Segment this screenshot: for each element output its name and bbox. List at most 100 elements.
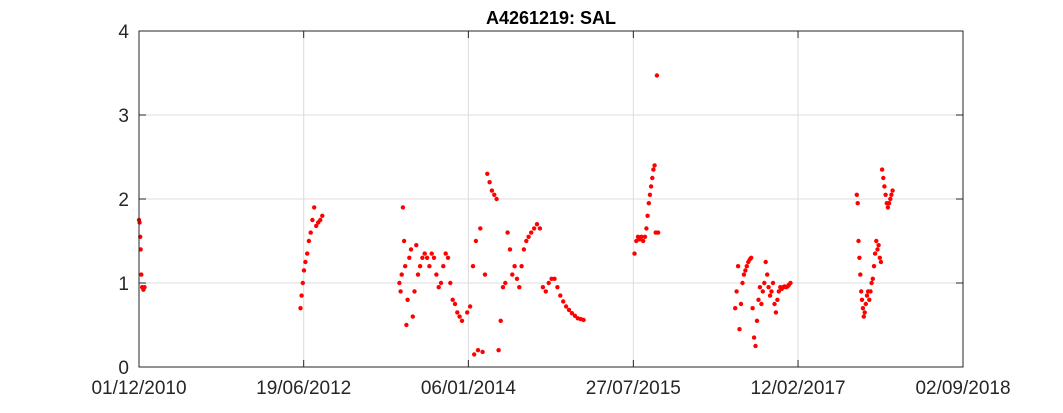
data-point	[766, 285, 771, 290]
data-point	[546, 280, 551, 286]
data-point	[403, 264, 408, 269]
data-point	[415, 272, 421, 277]
data-point	[414, 243, 419, 248]
data-point	[733, 306, 738, 311]
data-point	[397, 280, 402, 286]
data-point	[757, 285, 763, 290]
data-point	[512, 264, 517, 269]
data-point	[306, 238, 312, 244]
data-point	[650, 175, 655, 181]
data-point	[427, 264, 432, 269]
data-point	[878, 259, 884, 265]
data-point	[417, 264, 423, 269]
data-point	[763, 259, 768, 265]
y-tick-label: 2	[118, 190, 129, 211]
data-point	[485, 171, 490, 176]
x-tick-label: 27/07/2015	[586, 378, 681, 399]
data-point	[529, 230, 534, 235]
data-point	[299, 293, 304, 298]
data-point	[773, 310, 779, 315]
data-point	[308, 230, 313, 235]
data-point	[408, 247, 414, 252]
data-point	[514, 276, 520, 281]
data-point	[445, 255, 451, 260]
data-point	[869, 280, 874, 286]
data-point	[465, 310, 470, 315]
data-point	[854, 192, 859, 197]
data-point	[632, 251, 637, 256]
data-point	[879, 167, 885, 172]
data-point	[300, 280, 305, 286]
data-point	[510, 272, 515, 277]
data-point	[855, 201, 860, 206]
data-point	[398, 289, 403, 294]
y-tick-label: 0	[118, 358, 129, 379]
data-point	[864, 293, 870, 298]
data-point	[400, 205, 406, 210]
data-point	[457, 314, 462, 319]
data-point	[885, 205, 891, 210]
data-point	[410, 314, 415, 319]
data-point	[310, 217, 315, 223]
data-point	[412, 289, 417, 294]
points-layer	[136, 73, 895, 357]
data-point	[543, 289, 548, 294]
data-point	[436, 285, 441, 290]
chart-title: A4261219: SAL	[486, 8, 616, 28]
data-point	[314, 223, 319, 229]
data-point	[639, 234, 644, 239]
x-tick-label: 06/01/2014	[421, 378, 517, 399]
data-point	[482, 272, 488, 277]
data-point	[862, 310, 867, 315]
data-point	[641, 238, 646, 244]
data-point	[651, 167, 656, 172]
data-point	[475, 348, 481, 353]
data-point	[743, 268, 748, 273]
data-point	[870, 276, 875, 281]
y-tick-label: 1	[118, 274, 129, 295]
data-point	[877, 255, 882, 260]
data-point	[448, 280, 453, 286]
data-point	[305, 251, 310, 256]
data-point	[647, 192, 653, 197]
data-point	[401, 238, 407, 244]
data-point	[450, 297, 455, 302]
data-point	[524, 238, 529, 244]
data-point	[404, 322, 409, 328]
data-point	[472, 352, 477, 357]
data-point	[858, 272, 863, 277]
data-point	[517, 285, 522, 290]
data-point	[405, 297, 410, 302]
data-point	[889, 192, 894, 197]
x-tick-label: 19/06/2012	[256, 378, 351, 399]
data-point	[492, 192, 497, 197]
data-point	[882, 184, 887, 189]
data-point	[498, 318, 503, 323]
data-point	[399, 272, 404, 277]
data-point	[561, 299, 566, 304]
data-point	[572, 313, 578, 318]
data-point	[407, 255, 412, 260]
data-point	[431, 255, 437, 260]
data-point	[500, 285, 506, 290]
data-point	[478, 226, 483, 231]
data-point	[526, 234, 531, 239]
data-point	[459, 318, 465, 323]
data-point	[494, 196, 499, 202]
data-point	[886, 201, 892, 206]
data-point	[438, 280, 444, 286]
data-point	[644, 226, 649, 231]
data-point	[301, 268, 307, 273]
x-tick-label: 01/12/2010	[91, 378, 186, 399]
data-point	[642, 234, 648, 239]
data-point	[871, 264, 877, 269]
data-point	[861, 314, 866, 319]
data-point	[744, 264, 749, 269]
data-point	[775, 297, 780, 302]
data-point	[740, 280, 745, 286]
data-point	[142, 285, 147, 290]
data-point	[860, 306, 866, 311]
data-point	[139, 272, 144, 277]
data-point	[422, 251, 427, 256]
